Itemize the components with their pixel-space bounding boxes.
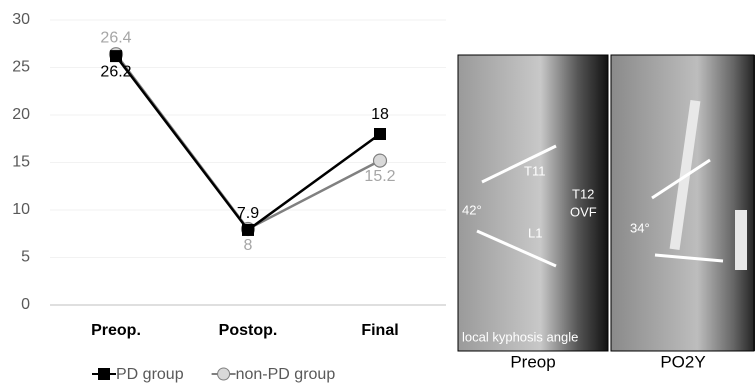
- xray-label: 42°: [462, 202, 482, 217]
- xray-label: local kyphosis angle: [462, 329, 578, 344]
- value-label: 26.2: [100, 63, 131, 80]
- value-label: 26.4: [100, 29, 131, 46]
- xray-label: 34°: [630, 220, 650, 235]
- x-tick-label: Preop.: [91, 322, 141, 339]
- y-tick-label: 25: [12, 59, 30, 76]
- figure: T11 T12 OVF 42° L1 local kyphosis angle …: [0, 0, 755, 384]
- y-tick-label: 10: [12, 201, 30, 218]
- value-label: 15.2: [364, 168, 395, 185]
- series-line: [116, 54, 380, 229]
- legend-item: non-PD group: [212, 366, 336, 383]
- legend-marker: [218, 368, 230, 380]
- legend-marker: [98, 368, 110, 380]
- xray-po2y: 34° PO2Y: [611, 55, 755, 371]
- xray-label: OVF: [570, 204, 597, 219]
- x-tick-label: Postop.: [219, 322, 278, 339]
- point-marker: [242, 224, 254, 236]
- image-caption: PO2Y: [660, 352, 705, 371]
- xray-label: T12: [572, 186, 594, 201]
- point-marker: [374, 154, 387, 167]
- point-marker: [374, 128, 386, 140]
- image-caption: Preop: [510, 352, 555, 371]
- legend-label: non-PD group: [236, 366, 336, 383]
- value-label: 7.9: [237, 205, 259, 222]
- legend-item: PD group: [92, 366, 184, 383]
- y-tick-label: 5: [21, 249, 30, 266]
- y-tick-label: 15: [12, 154, 30, 171]
- legend-label: PD group: [116, 366, 184, 383]
- point-marker: [110, 50, 122, 62]
- value-label: 8: [244, 237, 253, 254]
- y-tick-label: 30: [12, 11, 30, 28]
- xray-label: L1: [528, 225, 542, 240]
- y-tick-label: 20: [12, 106, 30, 123]
- xray-label: T11: [524, 163, 545, 178]
- value-label: 18: [371, 106, 389, 123]
- y-tick-label: 0: [21, 296, 30, 313]
- xray-preop: T11 T12 OVF 42° L1 local kyphosis angle …: [458, 55, 608, 371]
- implant-rod: [735, 210, 747, 270]
- series: 26.2 7.9 18: [100, 50, 389, 236]
- series-line: [116, 56, 380, 230]
- x-tick-label: Final: [361, 322, 398, 339]
